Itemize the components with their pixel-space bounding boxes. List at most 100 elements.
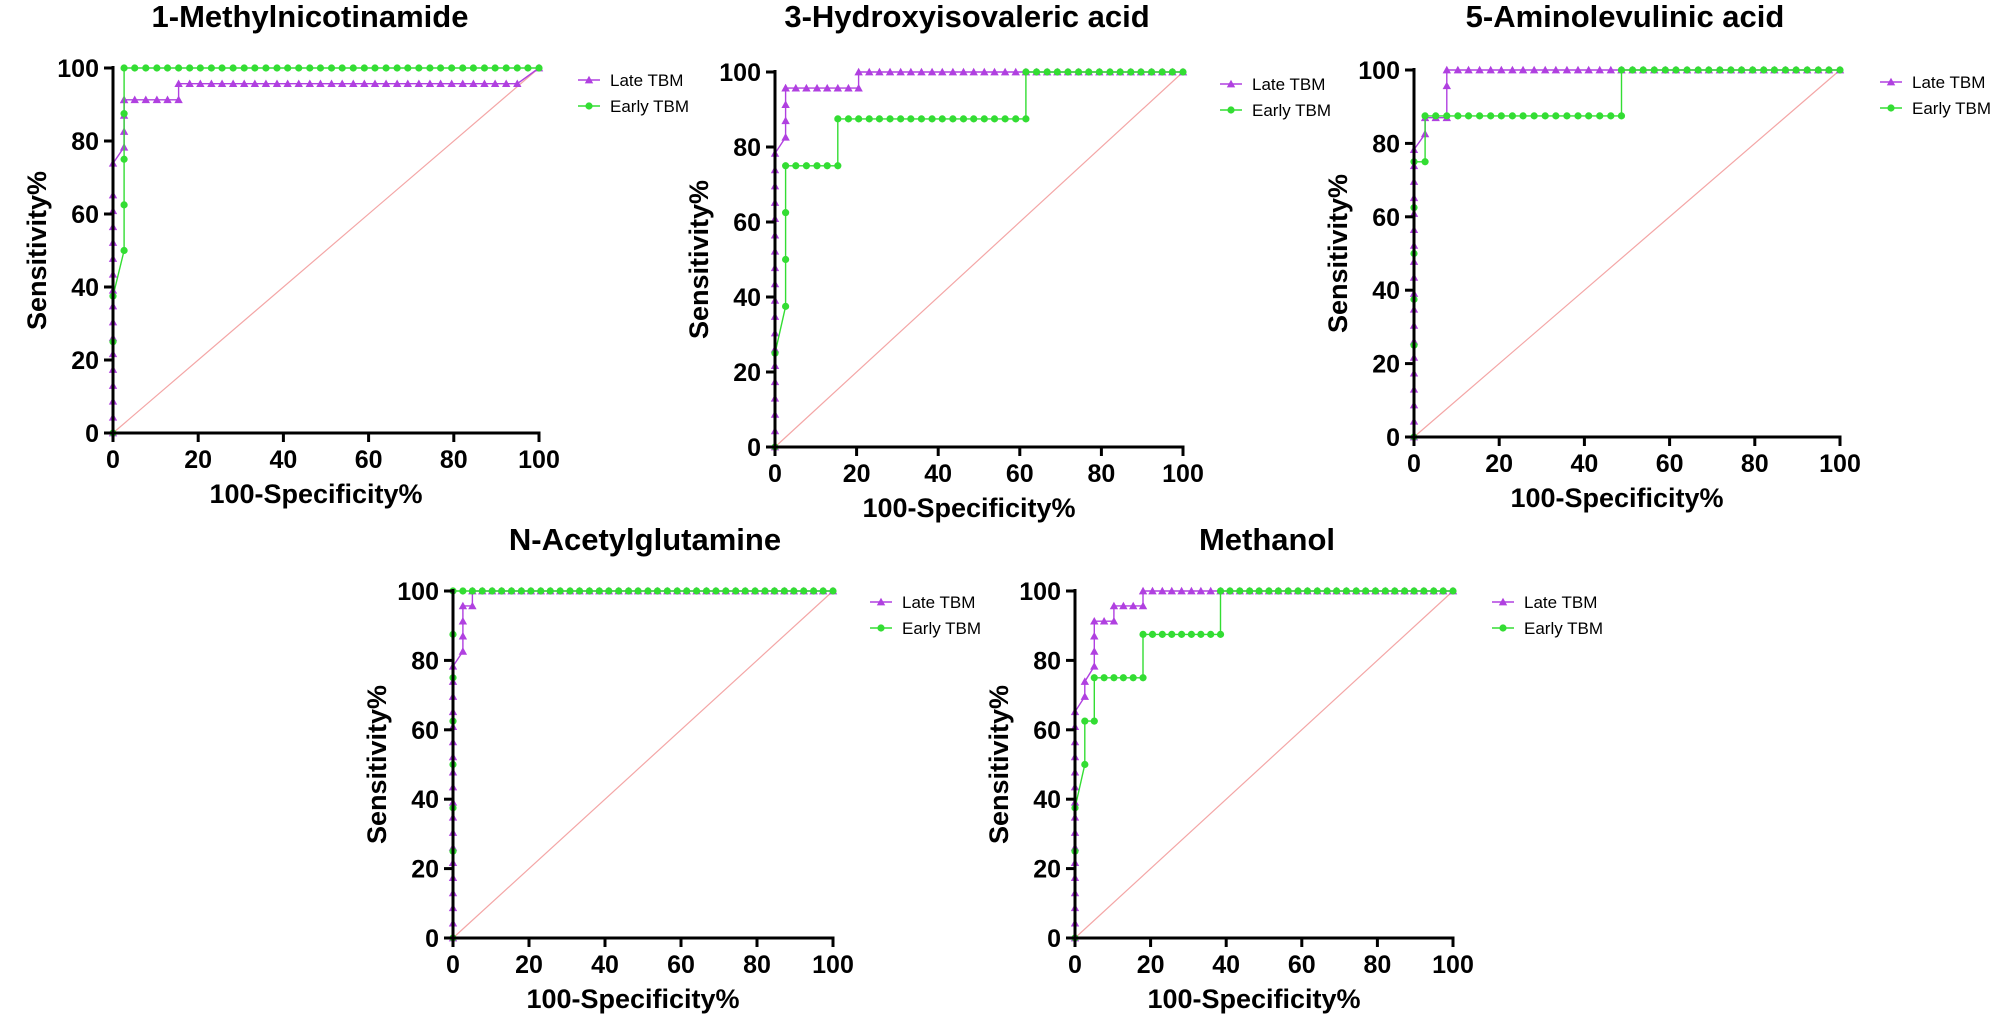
early-tbm-point [1090,717,1098,725]
early-tbm-point [1265,587,1273,595]
early-tbm-point [338,64,346,72]
roc-panel-5-aminolevulinic-acid: 5-Aminolevulinic acid 0 20 40 60 80 100 0 20 40 60… [1323,0,1991,513]
early-tbm-point [980,115,988,123]
late-tbm-point [447,79,456,88]
early-tbm-point [1001,115,1009,123]
early-tbm-point [478,587,486,595]
roc-panel-1-methylnicotinamide: 1-Methylnicotinamide 0 20 40 60 80 100 0 20 40 60 8… [22,0,689,509]
late-tbm-point [1453,65,1463,74]
early-tbm-series-line [1074,590,1453,938]
late-tbm-point [1080,677,1090,685]
early-tbm-point [1284,587,1292,595]
legend-triangle-marker [1498,597,1508,606]
early-tbm-point [273,64,281,72]
y-tick-label: 40 [71,274,99,302]
early-tbm-point [1421,158,1429,166]
late-tbm-point [885,67,895,76]
early-tbm-point [575,587,584,595]
early-tbm-point [535,64,543,72]
x-tick-label: 40 [1570,450,1598,478]
x-axis-label: 100-Specificity% [1147,984,1360,1014]
roc-panel-3-hydroxyisovaleric-acid: 3-Hydroxyisovaleric acid 0 20 40 60 80 100 0 20 4… [684,0,1331,523]
early-tbm-point [1179,68,1187,76]
early-tbm-point [1032,68,1041,76]
early-tbm-point [1127,68,1135,76]
early-tbm-point [1081,760,1089,769]
early-tbm-point [1187,630,1196,638]
early-tbm-point [1139,674,1147,682]
early-tbm-point [415,64,423,72]
late-tbm-point [781,116,790,125]
early-tbm-point [1430,587,1438,595]
early-tbm-point [1792,66,1800,74]
early-tbm-point [1781,66,1790,74]
early-tbm-point [1216,630,1225,638]
legend-triangle-marker [876,597,886,606]
late-tbm-point [906,67,916,76]
late-tbm-point [1177,586,1186,595]
early-tbm-point [153,64,161,72]
x-tick-label: 0 [1068,951,1082,979]
late-tbm-point [480,79,489,88]
legend-entry: Late TBM [870,593,975,612]
early-tbm-point [459,587,467,595]
early-tbm-point [1574,112,1582,120]
early-tbm-point [813,162,821,170]
early-tbm-point [491,64,499,72]
late-tbm-point [217,79,227,88]
early-tbm-point [1381,587,1389,595]
legend-triangle-marker [584,75,594,84]
roc-panel-methanol: Methanol 0 20 40 60 80 100 0 20 40 60 80 100 100-Spec… [984,522,1603,1014]
late-tbm-point [458,647,468,655]
early-tbm-point [897,115,905,123]
late-tbm-point [1109,616,1119,625]
early-tbm-point [1476,112,1484,120]
early-tbm-point [990,115,999,123]
late-tbm-point [1090,616,1099,625]
x-tick-label: 20 [843,460,871,488]
x-tick-label: 60 [667,951,695,979]
y-tick-label: 80 [1033,647,1061,675]
early-tbm-point [1129,674,1137,682]
late-tbm-point [272,79,282,88]
x-axis-label: 100-Specificity% [862,493,1075,523]
early-tbm-point [949,115,957,123]
early-tbm-point [1716,66,1724,74]
reference-diagonal-line [1074,590,1454,939]
late-tbm-point [501,79,511,88]
late-tbm-point [1442,81,1452,90]
early-tbm-point [928,115,936,123]
y-tick-label: 20 [411,856,439,884]
early-tbm-point [938,115,946,123]
early-tbm-point [780,587,788,595]
late-tbm-point [959,67,968,76]
early-tbm-point [751,587,759,595]
legend-entry: Early TBM [578,97,689,116]
late-tbm-point [458,601,468,610]
late-tbm-point [240,79,249,88]
y-tick-label: 0 [1047,925,1061,953]
early-tbm-point [120,246,128,255]
late-tbm-point [370,79,380,88]
reference-diagonal-line [774,71,1184,448]
chart-title: N-Acetylglutamine [509,522,781,557]
reference-diagonal-line [1413,69,1841,438]
legend-entry: Late TBM [1880,73,1985,92]
early-tbm-point [131,64,139,72]
x-tick-label: 100 [1432,951,1474,979]
early-tbm-point [1090,674,1098,682]
early-tbm-point [1074,68,1083,76]
late-tbm-point [865,67,874,76]
late-tbm-point [812,83,822,92]
early-tbm-point [1449,587,1457,595]
y-tick-label: 100 [57,55,99,83]
early-tbm-point [1197,630,1205,638]
reference-diagonal-line [112,67,540,434]
early-tbm-point [1439,587,1447,595]
late-tbm-point [458,631,468,640]
x-tick-label: 40 [591,951,619,979]
late-tbm-point [1541,65,1550,74]
x-tick-label: 80 [440,446,468,474]
x-tick-label: 40 [1212,951,1240,979]
